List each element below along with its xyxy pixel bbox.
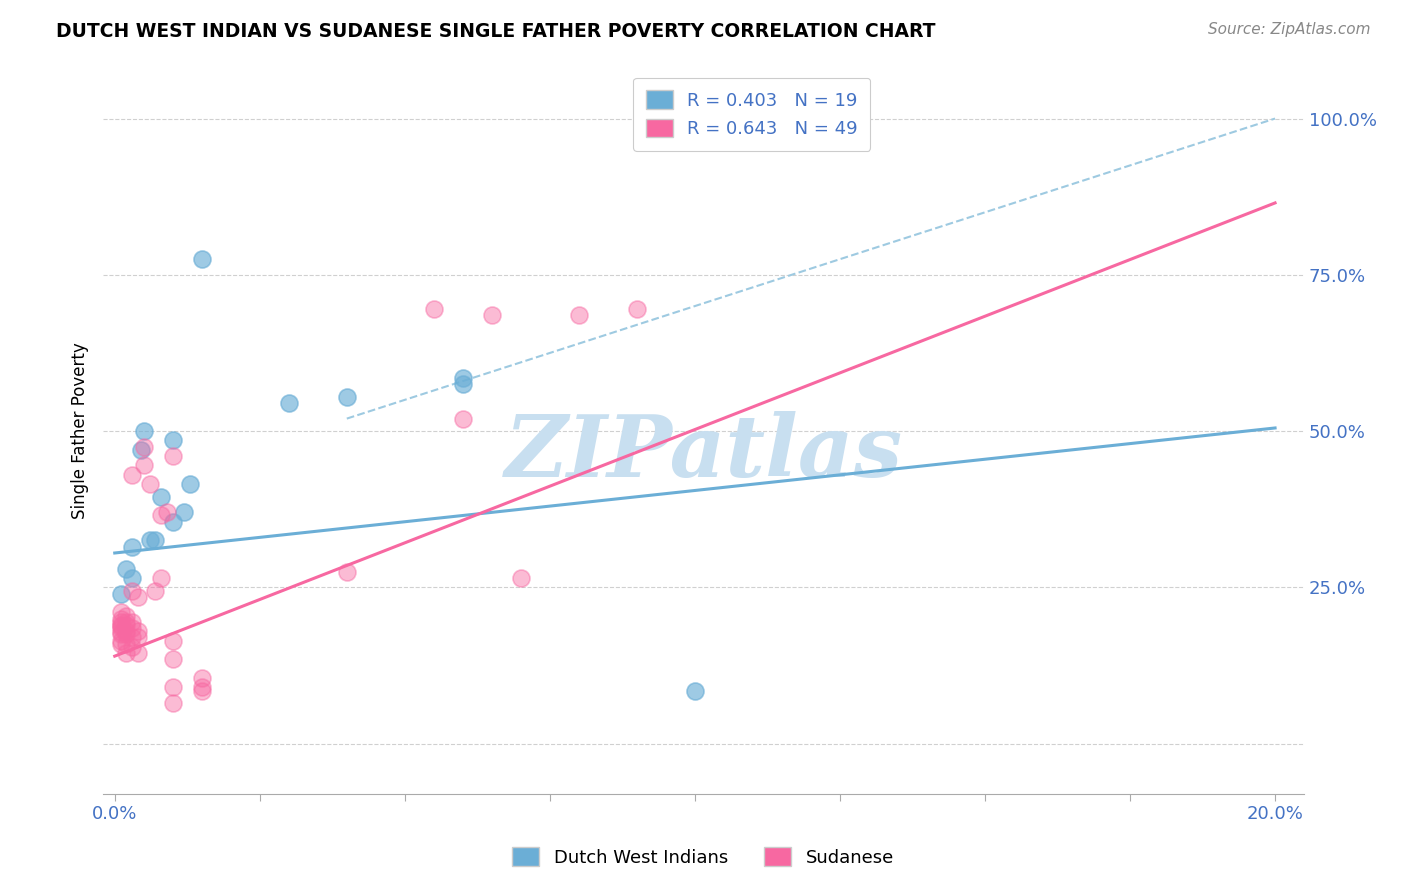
Point [110, 619, 132, 633]
Point [115, 646, 138, 660]
Point [162, 652, 184, 666]
Point [110, 587, 132, 601]
Point [127, 624, 149, 639]
Point [115, 627, 138, 641]
Point [162, 449, 184, 463]
Point [143, 583, 166, 598]
Point [150, 571, 173, 585]
Point [127, 631, 149, 645]
Legend: Dutch West Indians, Sudanese: Dutch West Indians, Sudanese [505, 840, 901, 874]
Point [110, 637, 132, 651]
Point [115, 618, 138, 632]
Point [127, 646, 149, 660]
Point [115, 615, 138, 629]
Point [173, 505, 195, 519]
Point [110, 621, 132, 635]
Point [162, 515, 184, 529]
Point [451, 371, 474, 385]
Point [179, 477, 201, 491]
Point [110, 606, 132, 620]
Text: ZIPatlas: ZIPatlas [505, 411, 903, 494]
Point [110, 615, 132, 629]
Point [110, 633, 132, 648]
Point [132, 440, 155, 454]
Point [509, 571, 531, 585]
Point [683, 683, 706, 698]
Point [121, 583, 143, 598]
Point [190, 252, 212, 267]
Point [115, 608, 138, 623]
Text: Source: ZipAtlas.com: Source: ZipAtlas.com [1208, 22, 1371, 37]
Point [626, 302, 648, 317]
Point [132, 458, 155, 473]
Point [336, 565, 359, 579]
Point [150, 490, 173, 504]
Point [277, 396, 299, 410]
Point [110, 612, 132, 626]
Point [110, 627, 132, 641]
Point [110, 625, 132, 640]
Text: DUTCH WEST INDIAN VS SUDANESE SINGLE FATHER POVERTY CORRELATION CHART: DUTCH WEST INDIAN VS SUDANESE SINGLE FAT… [56, 22, 936, 41]
Point [121, 631, 143, 645]
Point [451, 411, 474, 425]
Point [162, 633, 184, 648]
Point [127, 590, 149, 604]
Point [451, 377, 474, 392]
Point [190, 683, 212, 698]
Point [138, 533, 160, 548]
Point [481, 309, 503, 323]
Y-axis label: Single Father Poverty: Single Father Poverty [72, 343, 89, 519]
Point [190, 681, 212, 695]
Point [336, 390, 359, 404]
Point [162, 681, 184, 695]
Point [150, 508, 173, 523]
Point [115, 624, 138, 639]
Point [162, 434, 184, 448]
Point [143, 533, 166, 548]
Point [121, 571, 143, 585]
Point [115, 637, 138, 651]
Point [110, 618, 132, 632]
Point [121, 615, 143, 629]
Point [423, 302, 446, 317]
Point [129, 442, 152, 457]
Point [121, 640, 143, 654]
Point [132, 424, 155, 438]
Point [121, 467, 143, 482]
Point [190, 671, 212, 685]
Point [121, 540, 143, 554]
Point [162, 696, 184, 710]
Legend: R = 0.403   N = 19, R = 0.643   N = 49: R = 0.403 N = 19, R = 0.643 N = 49 [633, 78, 870, 151]
Point [121, 621, 143, 635]
Point [138, 477, 160, 491]
Point [568, 309, 591, 323]
Point [115, 561, 138, 575]
Point [156, 505, 179, 519]
